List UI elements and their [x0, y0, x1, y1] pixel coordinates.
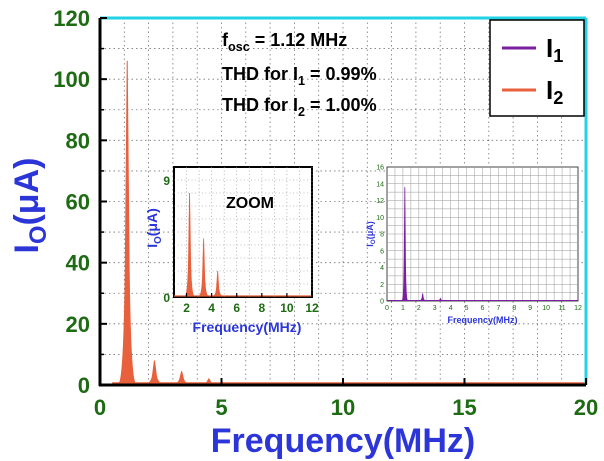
- y-tick-label: 20: [66, 312, 90, 337]
- zoom-y-tick-label: 0: [163, 291, 170, 305]
- legend-label: I1: [546, 33, 563, 66]
- i1-y-tick-label: 6: [380, 248, 384, 255]
- zoom-x-tick-label: 2: [183, 301, 190, 315]
- zoom-y-axis-title: IO(μA): [144, 208, 164, 248]
- i1-x-tick-label: 0: [385, 305, 389, 312]
- zoom-title: ZOOM: [226, 195, 274, 212]
- i1-x-tick-label: 7: [496, 305, 500, 312]
- i1-series-peak: [401, 187, 409, 301]
- legend-box: [489, 19, 585, 117]
- i1-y-tick-label: 4: [380, 265, 384, 272]
- y-tick-label: 100: [53, 67, 90, 92]
- i1-x-tick-label: 12: [574, 305, 582, 312]
- series-i2-peak: [145, 360, 164, 385]
- y-axis-title: IO(μA): [8, 158, 52, 254]
- i1-y-tick-label: 8: [380, 232, 384, 239]
- legend-label: I2: [546, 75, 563, 108]
- i1-x-tick-label: 1: [401, 305, 405, 312]
- y-tick-label: 40: [66, 251, 90, 276]
- zoom-inset-frame: [173, 166, 313, 298]
- zoom-x-tick-label: 4: [208, 301, 215, 315]
- zoom-x-axis-title: Frequency(MHz): [193, 319, 302, 335]
- i1-x-tick-label: 9: [528, 305, 532, 312]
- i1-y-tick-label: 16: [376, 165, 384, 172]
- i1-y-tick-label: 0: [380, 299, 384, 306]
- i1-x-tick-label: 11: [558, 305, 565, 312]
- y-tick-label: 80: [66, 128, 90, 153]
- y-tick-label: 120: [53, 6, 90, 31]
- x-tick-label: 5: [215, 395, 227, 420]
- zoom-series-peak: [198, 238, 209, 297]
- i1-x-tick-label: 5: [465, 305, 469, 312]
- i1-series-peak: [437, 297, 444, 301]
- zoom-series-peak: [184, 192, 195, 297]
- annotation-text: THD for I2 = 1.00%: [222, 95, 377, 119]
- y-tick-label: 0: [78, 373, 90, 398]
- i1-y-axis-title: IO(μA): [365, 221, 377, 246]
- annotation-text: THD for I1 = 0.99%: [222, 64, 377, 88]
- i1-x-tick-label: 6: [481, 305, 485, 312]
- i1-y-tick-label: 12: [376, 198, 384, 205]
- series-i2-peak: [117, 60, 137, 385]
- zoom-x-tick-label: 10: [280, 301, 294, 315]
- zoom-x-tick-label: 12: [305, 301, 319, 315]
- zoom-y-tick-label: 9: [163, 174, 170, 188]
- i1-y-tick-label: 2: [380, 282, 384, 289]
- series-i2-peak: [172, 371, 191, 385]
- i1-x-tick-label: 10: [542, 305, 550, 312]
- zoom-x-tick-label: 6: [233, 301, 240, 315]
- i1-x-tick-label: 8: [512, 305, 516, 312]
- y-tick-label: 60: [66, 190, 90, 215]
- annotation-text: fosc = 1.12 MHz: [222, 30, 347, 54]
- i1-y-tick-label: 10: [376, 215, 384, 222]
- zoom-x-tick-label: 8: [258, 301, 265, 315]
- zoom-series-peak: [212, 270, 223, 297]
- i1-x-tick-label: 3: [433, 305, 437, 312]
- x-tick-label: 0: [94, 395, 106, 420]
- i1-y-tick-label: 14: [376, 181, 384, 188]
- x-axis-title: Frequency(MHz): [211, 422, 475, 460]
- i1-series-peak: [419, 293, 426, 301]
- i1-x-tick-label: 4: [449, 305, 453, 312]
- i1-x-axis-title: Frequency(MHz): [447, 315, 517, 325]
- x-tick-label: 20: [574, 395, 598, 420]
- x-tick-label: 15: [452, 395, 476, 420]
- i1-x-tick-label: 2: [417, 305, 421, 312]
- x-tick-label: 10: [331, 395, 355, 420]
